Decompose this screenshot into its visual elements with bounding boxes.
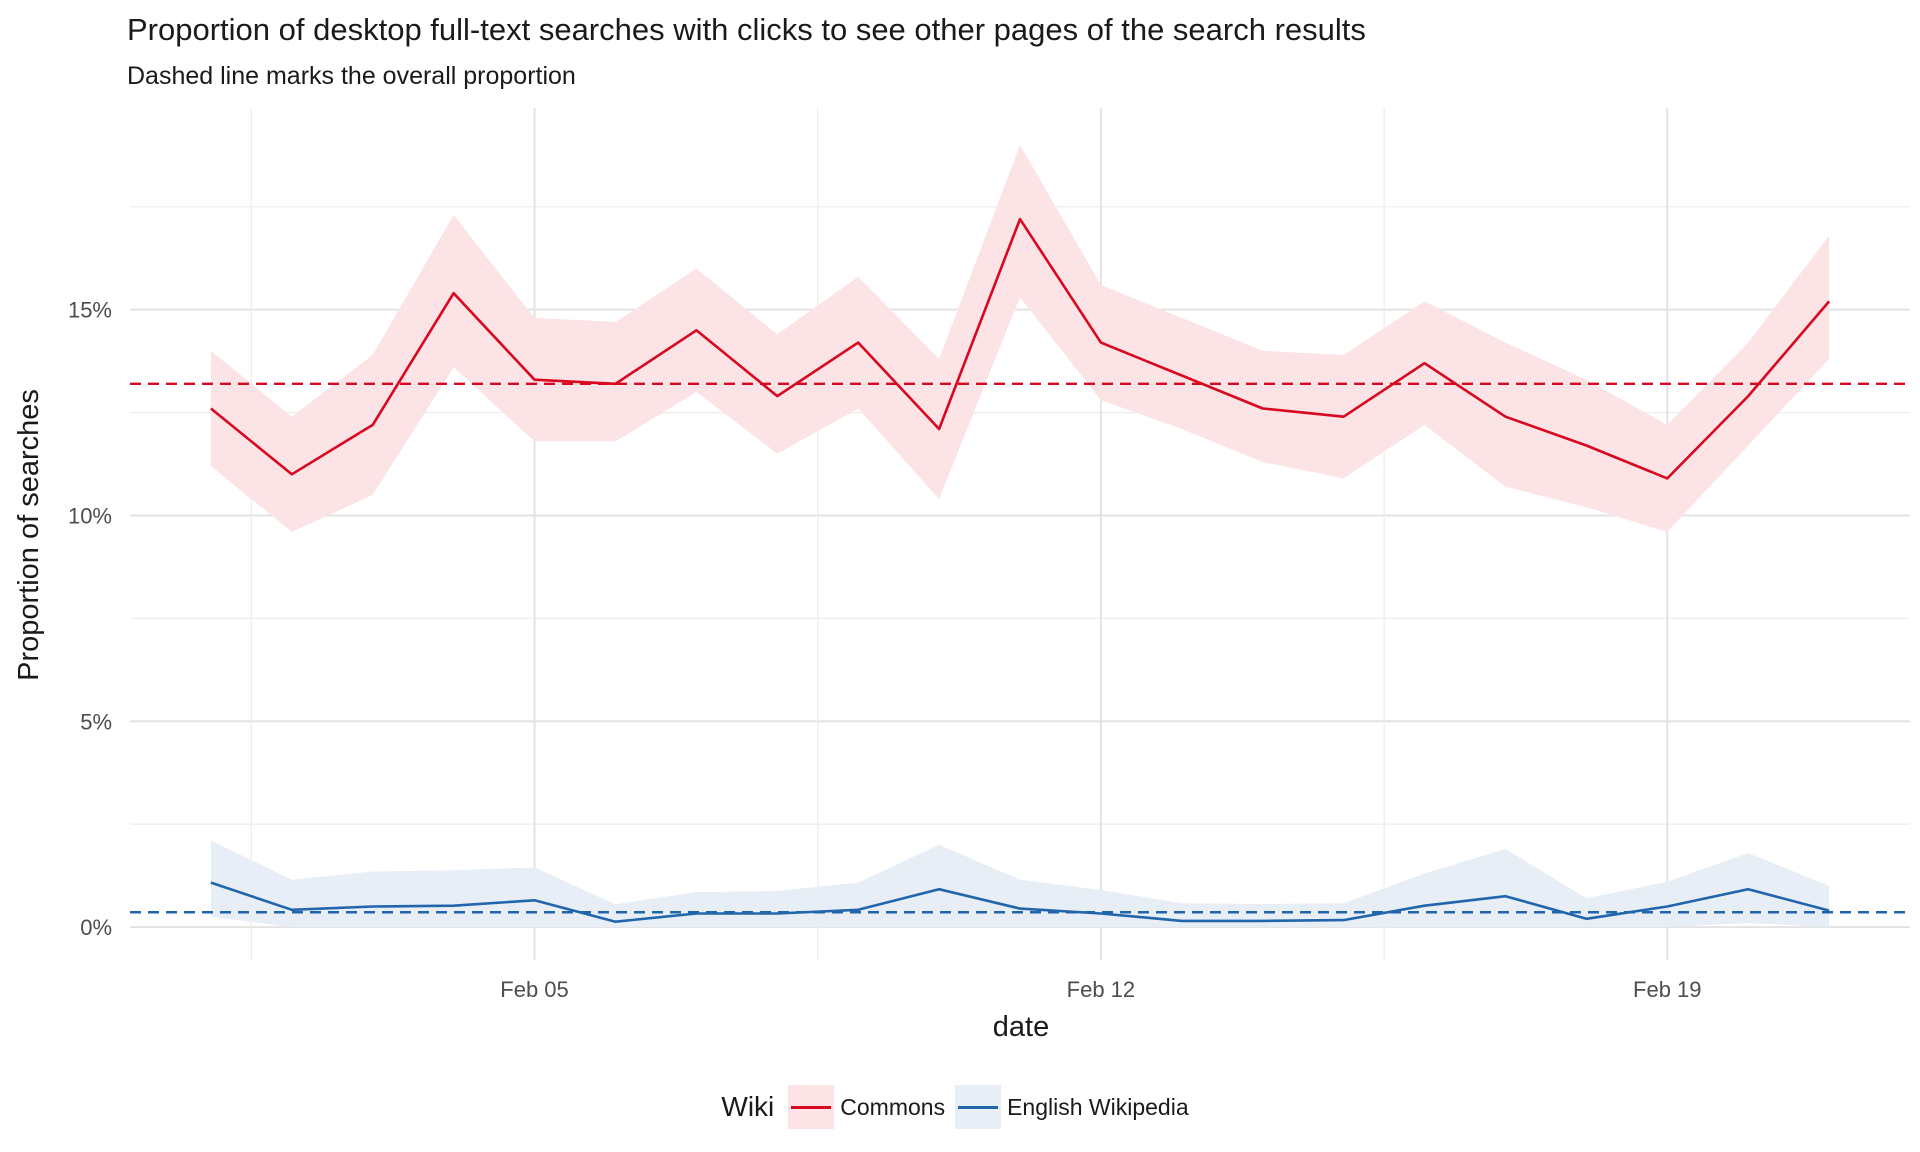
x-tick-label: Feb 12 [1067, 977, 1136, 1002]
x-tick-label: Feb 19 [1633, 977, 1702, 1002]
legend-label-english-wikipedia: English Wikipedia [1007, 1093, 1189, 1120]
series-line-english-wikipedia [210, 881, 1830, 924]
legend-label-commons: Commons [840, 1093, 946, 1120]
legend-key-commons [788, 1085, 835, 1129]
confidence-band-english-wikipedia [210, 840, 1830, 928]
legend-key-english-wikipedia [955, 1085, 1002, 1129]
confidence-bands [210, 145, 1830, 928]
legend-title: Wiki [721, 1091, 775, 1122]
y-tick-label: 5% [80, 709, 112, 734]
x-axis-label: date [993, 1011, 1049, 1043]
chart-title: Proportion of desktop full-text searches… [127, 12, 1366, 47]
confidence-band-commons [210, 145, 1830, 532]
series-line-commons [210, 217, 1831, 480]
chart-subtitle: Dashed line marks the overall proportion [127, 62, 576, 90]
y-tick-label: 10% [68, 503, 112, 528]
y-tick-label: 15% [68, 298, 112, 323]
overall-proportion-lines [130, 382, 1910, 914]
legend: Wiki Commons English Wikipedia [0, 1082, 1920, 1132]
legend-item-commons: Commons [788, 1085, 945, 1129]
axis-tick-labels: 0% 5% 10% 15% Feb 05 Feb 12 Feb 19 [68, 298, 1702, 1002]
series-lines [210, 217, 1831, 924]
y-tick-label: 0% [80, 915, 112, 940]
x-tick-label: Feb 05 [500, 977, 569, 1002]
legend-item-english-wikipedia: English Wikipedia [955, 1085, 1189, 1129]
y-axis-label: Proportion of searches [13, 389, 45, 681]
